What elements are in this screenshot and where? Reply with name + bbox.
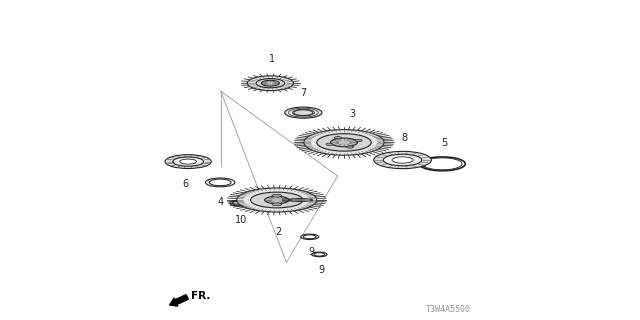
Ellipse shape xyxy=(335,137,342,139)
Ellipse shape xyxy=(312,252,327,257)
Ellipse shape xyxy=(272,203,282,206)
Text: 5: 5 xyxy=(441,138,447,148)
Ellipse shape xyxy=(165,155,211,169)
Ellipse shape xyxy=(180,159,196,164)
Ellipse shape xyxy=(294,110,313,116)
Ellipse shape xyxy=(285,107,322,118)
Ellipse shape xyxy=(392,157,413,163)
Text: 10: 10 xyxy=(235,215,247,225)
Ellipse shape xyxy=(292,109,314,116)
Text: 2: 2 xyxy=(275,227,282,237)
Text: 1: 1 xyxy=(269,54,275,64)
Ellipse shape xyxy=(232,201,246,205)
Text: 8: 8 xyxy=(401,133,407,143)
FancyArrow shape xyxy=(170,295,188,306)
Text: FR.: FR. xyxy=(191,291,211,301)
Text: 3: 3 xyxy=(349,108,355,118)
Ellipse shape xyxy=(251,192,303,208)
Ellipse shape xyxy=(289,199,313,201)
Ellipse shape xyxy=(209,179,231,186)
Text: T3W4A5500: T3W4A5500 xyxy=(426,305,470,314)
Ellipse shape xyxy=(317,134,371,151)
Ellipse shape xyxy=(173,157,204,166)
Ellipse shape xyxy=(331,138,357,147)
Ellipse shape xyxy=(256,79,285,88)
Ellipse shape xyxy=(265,196,289,204)
Ellipse shape xyxy=(355,139,362,141)
Ellipse shape xyxy=(301,234,319,239)
Ellipse shape xyxy=(346,146,353,148)
Ellipse shape xyxy=(247,76,293,91)
Text: 9: 9 xyxy=(318,265,324,275)
Ellipse shape xyxy=(326,143,333,146)
Text: 7: 7 xyxy=(300,88,307,98)
Ellipse shape xyxy=(205,178,235,187)
Text: 9: 9 xyxy=(308,247,314,258)
Ellipse shape xyxy=(237,188,317,212)
Ellipse shape xyxy=(304,130,384,155)
Ellipse shape xyxy=(289,108,318,117)
Text: 4: 4 xyxy=(217,197,223,207)
Ellipse shape xyxy=(374,151,431,169)
Ellipse shape xyxy=(383,154,422,166)
Ellipse shape xyxy=(272,194,282,197)
Ellipse shape xyxy=(230,200,249,206)
Ellipse shape xyxy=(314,253,325,256)
Ellipse shape xyxy=(262,80,279,86)
Text: 6: 6 xyxy=(182,179,188,189)
Ellipse shape xyxy=(303,235,316,239)
